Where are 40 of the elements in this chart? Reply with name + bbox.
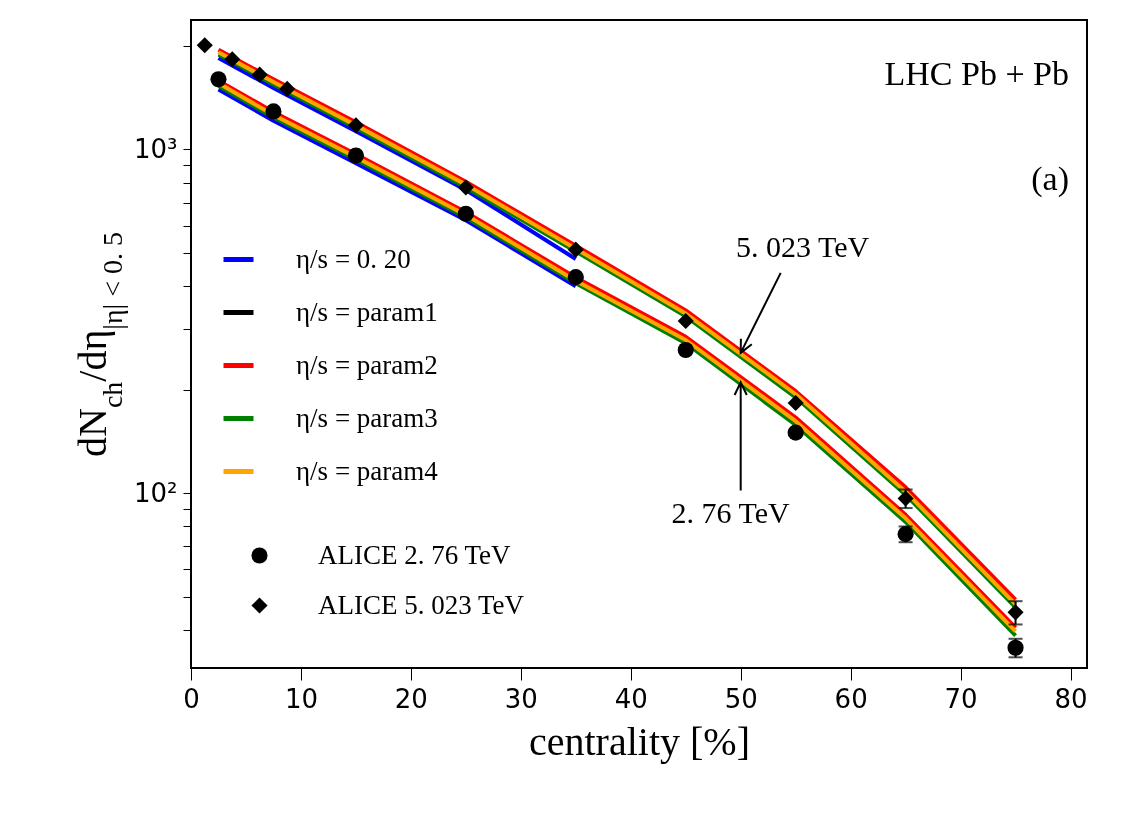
point [567,269,584,286]
point [224,51,241,68]
legend-label: η/s = 0. 20 [296,243,411,274]
x-tick-label: 70 [944,683,978,714]
y-tick-label: 10² [133,477,178,508]
legend-label: η/s = param3 [296,402,438,433]
point [347,117,364,134]
point [677,312,694,329]
annotation: (a) [1031,160,1069,198]
point [567,241,584,258]
x-tick-label: 30 [504,683,538,714]
legend-label: η/s = param2 [296,349,438,380]
annotation: 5. 023 TeV [736,229,870,263]
x-tick-label: 0 [183,683,200,714]
point [787,394,804,412]
point [196,37,213,54]
legend-label: η/s = param1 [296,296,438,327]
x-axis-title: centrality [%] [529,718,750,764]
annotation: LHC Pb + Pb [884,55,1069,92]
x-tick-label: 40 [614,683,648,714]
point [457,179,474,196]
annotation: 2. 76 TeV [671,496,791,530]
x-tick-label: 80 [1054,683,1088,714]
x-tick-label: 20 [394,683,428,714]
point [347,147,364,164]
legend-label: η/s = param4 [296,455,439,486]
legend-label: ALICE 5. 023 TeV [318,589,525,620]
y-tick-label: 10³ [133,133,178,164]
point [1007,604,1024,621]
point [457,205,474,222]
point [210,71,227,88]
point [677,341,694,358]
x-tick-label: 10 [284,683,318,714]
point [279,80,296,97]
x-tick-label: 50 [724,683,758,714]
point [787,424,804,441]
legend-label: ALICE 2. 76 TeV [318,539,512,570]
point [265,103,282,120]
x-tick-label: 60 [834,683,868,714]
point [251,66,268,83]
